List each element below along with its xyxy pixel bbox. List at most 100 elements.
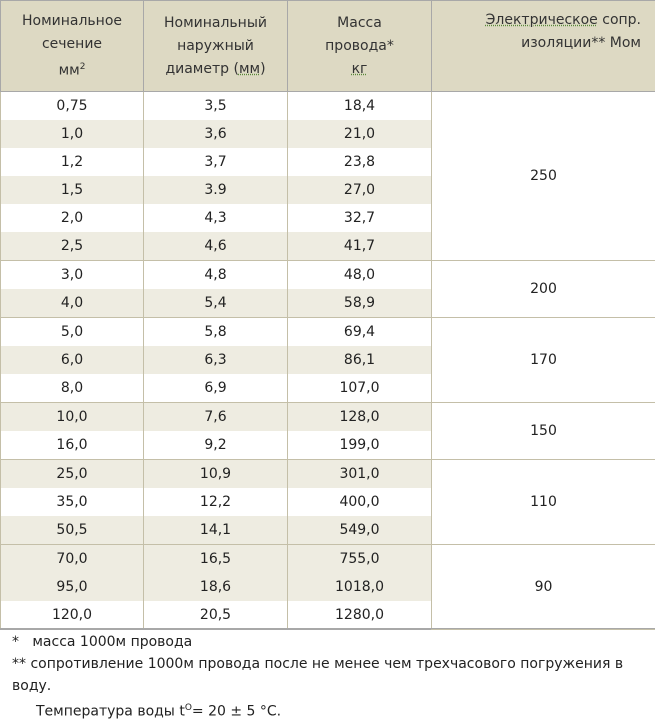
table-row: 5,0 5,8 69,4 170 [0,317,655,403]
header-text: провода* [325,37,394,54]
cell-mass: 1280,0 [287,601,432,630]
cell-diameter: 20,5 [143,601,288,630]
cell-diameter: 3,5 [143,91,288,120]
cell-section: 120,0 [0,601,144,630]
header-text: Электрическое [485,12,598,28]
header-text: Номинальное [21,12,123,29]
header-text: кг [351,60,368,77]
header-text: диаметр ( [165,60,239,77]
table-row: 8,0 6,9 107,0 [0,374,655,403]
header-insulation-resistance: Электрическое сопр. изоляции** Мом [431,0,655,92]
table-row: 1,0 3,6 21,0 [0,120,655,148]
cell-diameter: 6,9 [143,374,288,403]
header-text: изоляции** Мом [521,35,641,51]
cell-section: 1,0 [0,120,144,148]
footnote-resistance: ** сопротивление 1000м провода после не … [12,653,643,697]
footnote-temperature: Температура воды tO= 20 ± 5 °C. [12,697,643,723]
cell-diameter: 14,1 [143,516,288,545]
cell-section: 1,2 [0,148,144,176]
header-mass: Масса провода* кг [287,0,432,92]
cell-diameter: 3.9 [143,176,288,204]
cable-spec-table: Номинальное сечение мм2 Номинальный нару… [0,0,655,630]
cell-mass: 21,0 [287,120,432,148]
table-row: 120,0 20,5 1280,0 [0,601,655,630]
cell-mass: 18,4 [287,91,432,120]
header-text: сопр. [597,12,641,28]
table-row: 10,0 7,6 128,0 150 [0,402,655,460]
cell-section: 95,0 [0,573,144,601]
header-text: сечение [41,35,103,52]
cell-diameter: 3,7 [143,148,288,176]
header-text: мм [58,62,80,79]
cell-mass: 549,0 [287,516,432,545]
cell-diameter: 18,6 [143,573,288,601]
table-row: 4,0 5,4 58,9 [0,289,655,318]
cell-mass: 23,8 [287,148,432,176]
cell-section: 6,0 [0,346,144,374]
footnote-mark: * [12,634,19,650]
cell-diameter: 10,9 [143,459,288,488]
cell-mass: 128,0 [287,402,432,431]
footnote-text: сопротивление 1000м провода после не мен… [12,656,624,694]
cell-section: 25,0 [0,459,144,488]
cell-diameter: 9,2 [143,431,288,460]
cell-section: 8,0 [0,374,144,403]
cell-mass: 27,0 [287,176,432,204]
cell-section: 1,5 [0,176,144,204]
cell-diameter: 12,2 [143,488,288,516]
table-row: 50,5 14,1 549,0 [0,516,655,545]
cell-diameter: 4,8 [143,260,288,289]
header-text: мм [238,60,261,77]
table-row: 1,5 3.9 27,0 [0,176,655,204]
cell-mass: 400,0 [287,488,432,516]
cell-diameter: 5,8 [143,317,288,346]
cell-diameter: 3,6 [143,120,288,148]
header-superscript: 2 [79,61,86,72]
table-row: 16,0 9,2 199,0 [0,431,655,460]
cell-section: 70,0 [0,544,144,573]
cell-resistance: 150 [431,402,655,460]
cell-mass: 755,0 [287,544,432,573]
table-row: 1,2 3,7 23,8 [0,148,655,176]
cell-section: 10,0 [0,402,144,431]
cell-mass: 48,0 [287,260,432,289]
table-header-row: Номинальное сечение мм2 Номинальный нару… [0,0,655,92]
cell-section: 35,0 [0,488,144,516]
cell-section: 5,0 [0,317,144,346]
cell-section: 0,75 [0,91,144,120]
table-row: 95,0 18,6 1018,0 [0,573,655,601]
cell-diameter: 7,6 [143,402,288,431]
cell-mass: 41,7 [287,232,432,261]
header-diameter: Номинальный наружный диаметр (мм) [143,0,288,92]
table-row: 2,0 4,3 32,7 [0,204,655,232]
cell-diameter: 16,5 [143,544,288,573]
cell-mass: 1018,0 [287,573,432,601]
cell-section: 4,0 [0,289,144,318]
cell-mass: 32,7 [287,204,432,232]
cell-resistance: 90 [431,544,655,630]
table-row: 35,0 12,2 400,0 [0,488,655,516]
cell-mass: 199,0 [287,431,432,460]
cell-resistance: 200 [431,260,655,318]
cell-section: 50,5 [0,516,144,545]
cell-resistance: 250 [431,91,655,261]
table-row: 3,0 4,8 48,0 200 [0,260,655,318]
header-text: Масса [337,14,382,31]
table-row: 70,0 16,5 755,0 90 [0,544,655,630]
cell-mass: 301,0 [287,459,432,488]
cell-section: 2,0 [0,204,144,232]
footnotes: * масса 1000м провода ** сопротивление 1… [0,628,655,723]
footnote-text: масса 1000м провода [32,634,193,650]
header-cross-section: Номинальное сечение мм2 [0,0,144,92]
cell-mass: 69,4 [287,317,432,346]
cell-section: 16,0 [0,431,144,460]
cell-diameter: 4,3 [143,204,288,232]
footnote-text: Температура воды t [36,703,185,720]
header-text: наружный [177,37,254,54]
footnote-text: = 20 ± 5 °C. [191,703,282,720]
cell-resistance: 170 [431,317,655,403]
cell-section: 2,5 [0,232,144,261]
cell-mass: 86,1 [287,346,432,374]
cell-diameter: 4,6 [143,232,288,261]
footnote-mass: * масса 1000м провода [12,631,643,653]
